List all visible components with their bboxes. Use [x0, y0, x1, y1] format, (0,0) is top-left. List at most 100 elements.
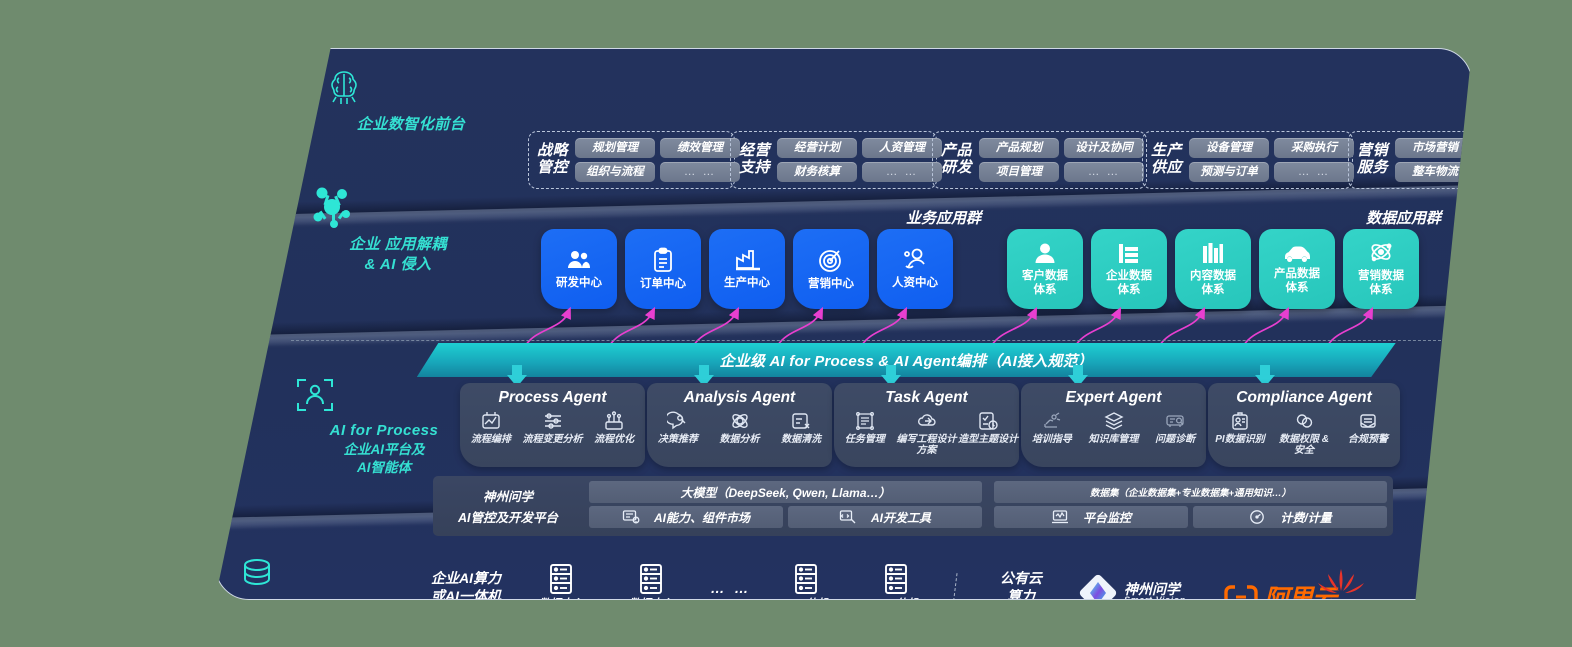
infra-node-label: AI一体机	[874, 598, 918, 599]
tile[interactable]: 预测与订单	[1189, 162, 1270, 182]
tile-ellipsis[interactable]: … …	[660, 162, 741, 182]
app-card-label: 研发中心	[556, 276, 602, 289]
devtool-icon	[839, 509, 857, 525]
agent-analysis[interactable]: Analysis Agent 决策推荐 数据分析 数据清洗	[647, 383, 832, 467]
tile[interactable]: 绩效管理	[660, 138, 741, 158]
agent-capability[interactable]: 流程编排	[460, 410, 522, 445]
tile[interactable]: 整车物流	[1395, 162, 1471, 182]
data-clean-icon	[790, 410, 812, 432]
tile[interactable]: 项目管理	[979, 162, 1060, 182]
group-product-rnd[interactable]: 产品 研发 产品规划 设计及协同 项目管理 … …	[932, 131, 1147, 189]
agent-capability[interactable]: 问题诊断	[1144, 410, 1206, 445]
agent-capability[interactable]: 编写工程设计方案	[896, 410, 958, 456]
tile[interactable]: 设备管理	[1189, 138, 1270, 158]
agent-capability[interactable]: PI数据识别	[1208, 410, 1272, 456]
optimize-icon	[603, 410, 625, 432]
agent-process[interactable]: Process Agent 流程编排 流程变更分析 流程优化	[460, 383, 645, 467]
group-product-rnd-tiles: 产品规划 设计及协同 项目管理 … …	[979, 138, 1145, 182]
vendor-aliyun[interactable]: 阿里云	[1224, 579, 1337, 599]
vendor-sub: Smart Vision	[1124, 594, 1186, 600]
tile[interactable]: 采购执行	[1274, 138, 1355, 158]
infra-node-datacenter-1[interactable]: 数据中心	[521, 563, 601, 599]
agent-capability[interactable]: 知识库管理	[1083, 410, 1145, 445]
rail-infra: AI基础算力	[236, 555, 416, 599]
tile[interactable]: 产品规划	[979, 138, 1060, 158]
rail-ai-sub-2: AI智能体	[357, 460, 411, 476]
rail-apps: 企业 应用解耦 & AI 侵入	[308, 183, 488, 276]
tile[interactable]: 财务核算	[777, 162, 858, 182]
tile[interactable]: 设计及协同	[1064, 138, 1145, 158]
data-card-content[interactable]: 内容数据 体系	[1175, 229, 1251, 309]
platform-title-line2: AI管控及开发平台	[457, 511, 558, 525]
app-card-hr-center[interactable]: 人资中心	[877, 229, 953, 309]
platform-right-column: 数据集（企业数据集+专业数据集+通用知识…） 平台监控 计费/计量	[988, 476, 1393, 536]
platform-ai-market[interactable]: AI能力、组件市场	[589, 506, 783, 528]
vendor-shenzhou[interactable]: 神州问学 Smart Vision	[1078, 573, 1186, 600]
tile-ellipsis[interactable]: … …	[862, 162, 943, 182]
app-card-order-center[interactable]: 订单中心	[625, 229, 701, 309]
tile-ellipsis[interactable]: … …	[1064, 162, 1145, 182]
infra-node-ai-appliance-2[interactable]: AI一体机	[856, 563, 936, 599]
group-production-supply[interactable]: 生产 供应 设备管理 采购执行 预测与订单 … …	[1142, 131, 1355, 189]
capability-label: 流程优化	[594, 434, 635, 445]
app-card-production-center[interactable]: 生产中心	[709, 229, 785, 309]
platform-models-row[interactable]: 大模型（DeepSeek, Qwen, Llama…）	[589, 481, 982, 503]
agent-capability[interactable]: 流程变更分析	[522, 410, 584, 445]
tile[interactable]: 规划管理	[575, 138, 656, 158]
agent-compliance[interactable]: Compliance Agent PI数据识别 数据权限 & 安全 合规预警	[1208, 383, 1400, 467]
platform-item-label: AI开发工具	[870, 510, 931, 525]
infra-enterprise-compute: 企业AI算力 或AI一体机	[406, 569, 526, 599]
group-product-rnd-name: 产品 研发	[941, 142, 973, 176]
infra-node-datacenter-2[interactable]: 数据中心	[611, 563, 691, 599]
capability-label: 流程变更分析	[522, 434, 583, 445]
orchestration-bar[interactable]: 企业级 AI for Process & AI Agent编排（AI接入规范）	[416, 343, 1396, 377]
agent-capability[interactable]: 任务管理	[834, 410, 896, 456]
app-card-label: 生产中心	[724, 277, 770, 290]
agent-capability[interactable]: 决策推荐	[647, 410, 709, 445]
user-icon	[1033, 241, 1057, 265]
platform-dev-tools[interactable]: AI开发工具	[788, 506, 982, 528]
agent-capability[interactable]: 培训指导	[1021, 410, 1083, 445]
tile[interactable]: 市场营销	[1395, 138, 1471, 158]
platform-datasets-row[interactable]: 数据集（企业数据集+专业数据集+通用知识…）	[994, 481, 1387, 503]
data-card-customer[interactable]: 客户数据 体系	[1007, 229, 1083, 309]
agent-task[interactable]: Task Agent 任务管理 编写工程设计方案 造型主题设计	[834, 383, 1019, 467]
vendor-huawei[interactable]: HUAWEI	[1316, 567, 1366, 599]
group-marketing-service-name: 营销 服务	[1357, 142, 1389, 176]
agent-capability[interactable]: 造型主题设计	[957, 410, 1019, 456]
diagnose-icon	[1164, 410, 1186, 432]
data-card-label: 营销数据 体系	[1358, 270, 1404, 296]
group-strategy[interactable]: 战略 管控 规划管理 绩效管理 组织与流程 … …	[528, 131, 741, 189]
tile[interactable]: 经营计划	[777, 138, 858, 158]
group-operations-name: 经营 支持	[739, 142, 771, 176]
app-card-rnd-center[interactable]: 研发中心	[541, 229, 617, 309]
agent-capability[interactable]: 数据权限 & 安全	[1272, 410, 1336, 456]
agent-expert[interactable]: Expert Agent 培训指导 知识库管理 问题诊断	[1021, 383, 1206, 467]
agent-capability[interactable]: 数据清洗	[770, 410, 832, 445]
data-card-enterprise[interactable]: 企业数据 体系	[1091, 229, 1167, 309]
rail-ai-title: AI for Process	[329, 422, 439, 439]
data-card-product[interactable]: 产品数据 体系	[1259, 229, 1335, 309]
factory-icon	[734, 247, 761, 272]
agent-capability[interactable]: 合规预警	[1336, 410, 1400, 456]
infra-node-ai-appliance-1[interactable]: AI一体机	[766, 563, 846, 599]
person-scan-icon	[294, 375, 474, 415]
infra-divider	[949, 573, 958, 599]
agent-capability[interactable]: 流程优化	[583, 410, 645, 445]
infra-text: 公有云 算力	[1000, 570, 1042, 600]
task-grid-icon	[854, 410, 876, 432]
market-icon	[622, 509, 640, 525]
app-card-marketing-center[interactable]: 营销中心	[793, 229, 869, 309]
tile[interactable]: 人资管理	[862, 138, 943, 158]
platform-monitoring[interactable]: 平台监控	[994, 506, 1188, 528]
data-card-marketing[interactable]: 营销数据 体系	[1343, 229, 1419, 309]
platform-billing[interactable]: 计费/计量	[1193, 506, 1387, 528]
ai-platform-strip[interactable]: 神州问学 AI管控及开发平台 大模型（DeepSeek, Qwen, Llama…	[433, 476, 1393, 536]
agent-capability[interactable]: 数据分析	[709, 410, 771, 445]
group-operations[interactable]: 经营 支持 经营计划 人资管理 财务核算 … …	[730, 131, 943, 189]
tile-ellipsis[interactable]: … …	[1274, 162, 1355, 182]
database-icon	[236, 555, 416, 595]
tile[interactable]: 组织与流程	[575, 162, 656, 182]
